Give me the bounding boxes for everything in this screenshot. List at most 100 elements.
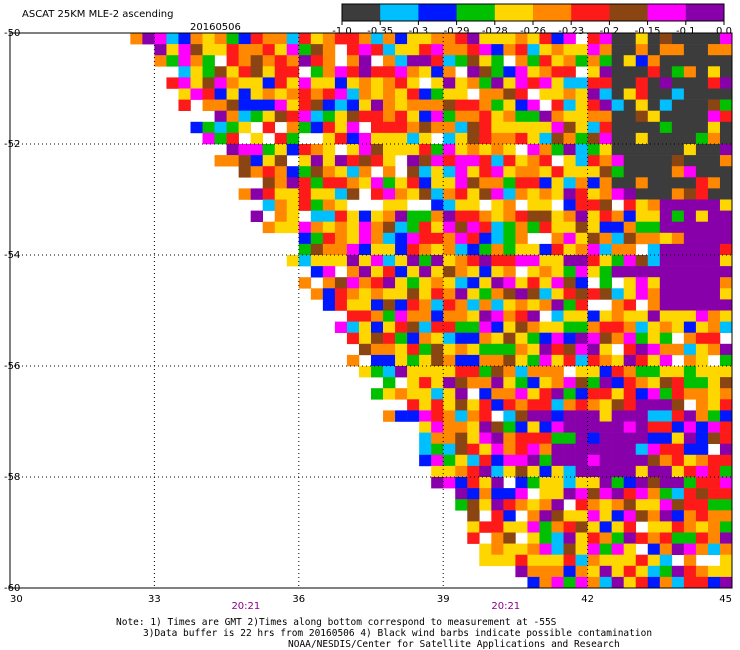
heatmap-cell (371, 255, 384, 267)
heatmap-cell (431, 232, 444, 245)
heatmap-cell (671, 388, 685, 400)
heatmap-cell (358, 277, 372, 289)
heatmap-cell (419, 366, 432, 378)
heatmap-cell (563, 354, 576, 367)
heatmap-cell (262, 221, 276, 234)
heatmap-cell (623, 332, 637, 345)
heatmap-cell (635, 33, 649, 45)
heatmap-cell (491, 288, 504, 300)
heatmap-cell (647, 232, 661, 245)
heatmap-cell (346, 88, 360, 100)
heatmap-cell (719, 255, 733, 267)
heatmap-cell (250, 132, 263, 145)
heatmap-cell (322, 266, 336, 278)
heatmap-cell (407, 366, 420, 378)
heatmap-cell (178, 88, 191, 100)
heatmap-cell (683, 166, 697, 178)
heatmap-cell (383, 166, 396, 178)
heatmap-cell (671, 454, 685, 467)
heatmap-cell (467, 310, 480, 322)
heatmap-cell (659, 465, 673, 478)
heatmap-cell (334, 132, 348, 145)
heatmap-cell (587, 55, 600, 67)
heatmap-cell (479, 166, 492, 178)
heatmap-cell (407, 399, 420, 411)
heatmap-cell (383, 288, 396, 300)
heatmap-cell (358, 255, 372, 267)
heatmap-cell (599, 399, 612, 411)
heatmap-cell (419, 99, 432, 111)
heatmap-cell (647, 576, 661, 589)
heatmap-cell (407, 410, 420, 422)
heatmap-cell (226, 110, 239, 123)
heatmap-cell (551, 255, 564, 267)
heatmap-cell (695, 243, 709, 256)
heatmap-cell (491, 188, 504, 200)
heatmap-cell (719, 377, 733, 389)
heatmap-cell (623, 199, 637, 211)
heatmap-cell (455, 99, 468, 111)
heatmap-cell (262, 188, 276, 200)
heatmap-cell (647, 543, 661, 555)
heatmap-cell (443, 88, 456, 100)
heatmap-cell (671, 66, 685, 78)
heatmap-cell (707, 243, 721, 256)
heatmap-cell (599, 477, 612, 489)
heatmap-cell (443, 121, 456, 134)
note-line-3: NOAA/NESDIS/Center for Satellite Applica… (288, 639, 620, 650)
heatmap-cell (527, 410, 540, 422)
heatmap-cell (575, 321, 588, 333)
heatmap-cell (587, 377, 600, 389)
heatmap-cell (611, 576, 624, 589)
heatmap-cell (563, 299, 576, 311)
heatmap-cell (371, 88, 384, 100)
heatmap-cell (671, 443, 685, 456)
heatmap-cell (647, 33, 661, 45)
heatmap-cell (527, 210, 540, 222)
heatmap-cell (455, 88, 468, 100)
heatmap-cell (695, 77, 709, 89)
heatmap-cell (623, 288, 637, 300)
heatmap-cell (503, 166, 516, 178)
heatmap-cell (322, 232, 336, 245)
heatmap-cell (479, 554, 492, 567)
heatmap-cell (298, 277, 312, 289)
heatmap-cell (695, 199, 709, 211)
heatmap-cell (671, 477, 685, 489)
heatmap-cell (563, 33, 576, 45)
heatmap-cell (358, 177, 372, 189)
heatmap-cell (503, 221, 516, 234)
heatmap-cell (322, 288, 336, 300)
heatmap-cell (719, 454, 733, 467)
heatmap-cell (575, 543, 588, 555)
heatmap-cell (443, 210, 456, 222)
heatmap-cell (310, 232, 324, 245)
colorbar-swatch (342, 4, 381, 21)
heatmap-cell (346, 310, 360, 322)
heatmap-cell (695, 232, 709, 245)
heatmap-cell (587, 266, 600, 278)
heatmap-cell (395, 321, 408, 333)
heatmap-cell (599, 377, 612, 389)
heatmap-cell (623, 144, 637, 156)
heatmap-cell (226, 144, 239, 156)
heatmap-cell (371, 266, 384, 278)
heatmap-cell (515, 243, 528, 256)
heatmap-cell (623, 432, 637, 444)
heatmap-cell (647, 343, 661, 356)
heatmap-cell (623, 576, 637, 589)
heatmap-cell (419, 44, 432, 56)
heatmap-cell (671, 144, 685, 156)
heatmap-cell (455, 465, 468, 478)
heatmap-cell (623, 377, 637, 389)
heatmap-cell (443, 188, 456, 200)
heatmap-cell (695, 454, 709, 467)
heatmap-cell (443, 410, 456, 422)
heatmap-cell (623, 55, 637, 67)
heatmap-cell (467, 33, 480, 45)
heatmap-cell (467, 521, 480, 533)
heatmap-cell (659, 454, 673, 467)
heatmap-cell (611, 288, 624, 300)
heatmap-cell (671, 488, 685, 500)
heatmap-cell (455, 255, 468, 267)
